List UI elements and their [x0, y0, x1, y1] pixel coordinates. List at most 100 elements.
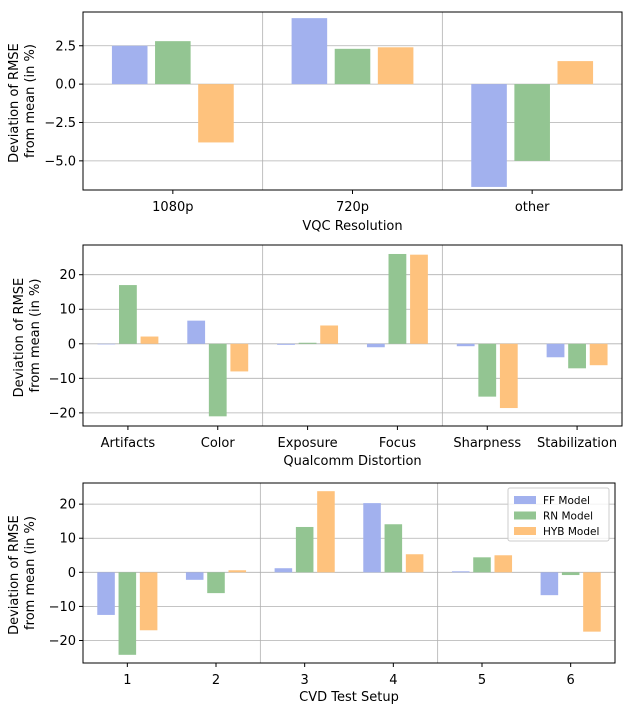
x-tick-label-4: 4 — [389, 673, 397, 688]
bar-rn-other — [514, 84, 550, 161]
bar-rn-5 — [473, 557, 491, 573]
bar-rn-1 — [118, 572, 137, 655]
bar-ff-1080p — [111, 45, 148, 85]
bar-hyb-720p — [377, 47, 414, 85]
bar-hyb-3 — [317, 491, 335, 573]
legend: FF Model RN Model HYB Model — [507, 487, 610, 542]
legend-label-rn: RN Model — [543, 511, 593, 523]
bar-ff-2 — [185, 572, 204, 580]
x-tick-label-3: 3 — [301, 673, 309, 688]
bar-hyb-5 — [494, 555, 513, 573]
x-tick-label-sharpness: Sharpness — [453, 436, 521, 451]
panel-3-bars — [97, 491, 601, 655]
bar-hyb-4 — [405, 554, 424, 573]
panel-2-y-axis-label: Deviation of RMSE from mean (in %) — [12, 274, 43, 398]
panel-3-y-ticks: −20 −10 0 10 20 — [49, 498, 83, 649]
panel-1-x-axis-label: VQC Resolution — [302, 219, 402, 234]
bar-rn-1080p — [155, 41, 191, 85]
bar-ff-4 — [363, 503, 381, 573]
y-tick-label: −2.5 — [44, 116, 76, 131]
x-tick-label-1080p: 1080p — [152, 200, 193, 215]
panel-vqc-resolution: −5.0 −2.5 0.0 2.5 1080p 720p other VQC Resolu… — [7, 11, 623, 234]
x-tick-label-stabilization: Stabilization — [537, 436, 617, 451]
bar-ff-3 — [274, 568, 293, 573]
bar-ff-sharpness — [456, 343, 475, 347]
legend-swatch-rn — [514, 511, 536, 520]
y-tick-label: 20 — [59, 498, 76, 513]
x-tick-label-5: 5 — [478, 673, 486, 688]
y-tick-label: 0 — [68, 337, 76, 352]
bar-hyb-color — [230, 343, 249, 372]
panel-2-y-ticks: −20 −10 0 10 20 — [49, 268, 83, 421]
y-tick-label: 20 — [59, 268, 76, 283]
panel-2-y-axis-label-line-2: from mean (in %) — [28, 279, 43, 393]
panel-1-y-axis-label-line-1: Deviation of RMSE — [7, 43, 22, 163]
bar-rn-exposure — [298, 342, 317, 344]
bar-ff-5 — [451, 571, 470, 573]
bar-ff-artifacts — [97, 343, 116, 345]
y-tick-label: 10 — [59, 303, 76, 318]
panel-1-y-ticks: −5.0 −2.5 0.0 2.5 — [44, 39, 83, 169]
bar-hyb-artifacts — [140, 336, 159, 344]
y-tick-label: −10 — [49, 372, 76, 387]
legend-swatch-hyb — [514, 527, 536, 535]
bar-hyb-stabilization — [589, 343, 608, 366]
y-tick-label: −10 — [49, 600, 76, 615]
bar-ff-color — [187, 320, 206, 344]
panel-2-x-axis-label: Qualcomm Distortion — [283, 454, 421, 469]
panel-3-y-axis-label-line-1: Deviation of RMSE — [7, 515, 22, 635]
bar-ff-720p — [291, 18, 328, 85]
x-tick-label-focus: Focus — [379, 436, 416, 451]
y-tick-label: 0.0 — [55, 78, 76, 93]
bar-ff-1 — [97, 572, 115, 615]
x-tick-label-other: other — [515, 200, 550, 215]
bar-rn-sharpness — [478, 343, 497, 397]
legend-label-ff: FF Model — [543, 495, 590, 507]
bar-ff-6 — [540, 572, 559, 596]
panel-2-gridlines — [83, 274, 622, 414]
panel-1-bars — [111, 18, 594, 187]
y-tick-label: −20 — [49, 406, 76, 421]
bar-hyb-2 — [228, 570, 247, 573]
panel-1-x-ticks: 1080p 720p other — [152, 190, 550, 215]
bar-rn-stabilization — [568, 343, 586, 369]
x-tick-label-2: 2 — [212, 673, 220, 688]
x-tick-label-1: 1 — [123, 673, 131, 688]
bar-rn-4 — [384, 524, 403, 573]
panel-2-y-axis-label-line-1: Deviation of RMSE — [12, 278, 27, 398]
bar-ff-stabilization — [546, 343, 565, 358]
x-tick-label-artifacts: Artifacts — [101, 436, 156, 451]
bar-ff-focus — [366, 343, 385, 348]
bar-hyb-sharpness — [499, 343, 518, 409]
panel-qualcomm-distortion: −20 −10 0 10 20 Artifacts Color Exposure Focus S… — [12, 244, 623, 469]
bar-ff-exposure — [277, 343, 295, 345]
bar-hyb-6 — [583, 572, 601, 632]
bar-rn-artifacts — [119, 285, 137, 344]
bar-hyb-1 — [139, 572, 158, 631]
panel-2-x-ticks: Artifacts Color Exposure Focus Sharpness Stab… — [101, 426, 617, 451]
panel-3-x-axis-label: CVD Test Setup — [299, 690, 399, 705]
panel-1-y-axis-label-line-2: from mean (in %) — [23, 44, 38, 158]
x-tick-label-720p: 720p — [336, 200, 369, 215]
y-tick-label: −20 — [49, 634, 76, 649]
bar-rn-focus — [388, 253, 407, 344]
bar-rn-2 — [207, 572, 225, 594]
bar-ff-other — [471, 84, 507, 187]
legend-label-hyb: HYB Model — [543, 526, 599, 538]
panel-2-axes-frame — [82, 244, 623, 427]
bar-rn-6 — [561, 572, 580, 576]
bar-hyb-exposure — [320, 325, 339, 344]
panel-cvd-test-setup: −20 −10 0 10 20 1 2 3 4 5 6 CVD Test Setup Deviat… — [7, 482, 616, 705]
bar-rn-color — [208, 343, 227, 417]
bar-rn-720p — [334, 48, 371, 85]
panel-1-y-axis-label: Deviation of RMSE from mean (in %) — [7, 39, 38, 163]
panel-1-group-separators — [262, 12, 443, 190]
panel-3-group-separators — [259, 483, 439, 663]
panel-3-axes-frame — [82, 482, 616, 664]
panel-3-y-axis-label-line-2: from mean (in %) — [23, 516, 38, 630]
panel-2-group-separators — [262, 245, 443, 426]
bar-rn-3 — [295, 526, 314, 573]
bar-hyb-focus — [410, 254, 428, 344]
y-tick-label: −5.0 — [44, 154, 76, 169]
